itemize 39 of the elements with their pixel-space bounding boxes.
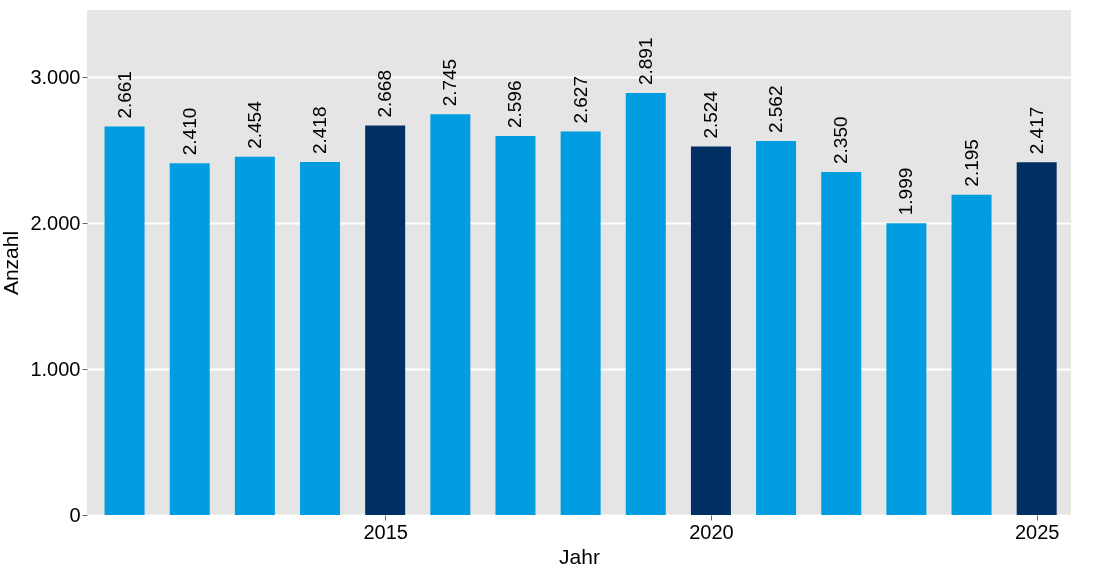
bar [625, 93, 666, 515]
bar [951, 194, 992, 515]
y-tick-label: 1.000 [30, 357, 81, 380]
data-label: 2.350 [830, 116, 852, 165]
bar [1016, 162, 1057, 515]
bar [169, 163, 210, 515]
x-tick-label: 2015 [363, 520, 408, 543]
bar [365, 125, 406, 515]
x-tick-label: 2025 [1014, 520, 1060, 543]
bar [495, 136, 536, 515]
data-label: 2.661 [113, 71, 135, 119]
data-label: 2.410 [178, 107, 200, 156]
y-tick-label: 0 [69, 503, 81, 526]
x-tick-label: 2020 [689, 520, 734, 543]
bar [690, 146, 731, 515]
data-label: 2.891 [634, 37, 656, 86]
data-label: 1.999 [895, 167, 917, 216]
data-label: 2.627 [569, 76, 591, 124]
bar [430, 114, 471, 515]
bar [756, 141, 797, 515]
y-tick-label: 2.000 [30, 211, 81, 234]
y-tick-label: 3.000 [30, 65, 81, 88]
data-label: 2.668 [374, 70, 396, 118]
y-axis-title: Anzahl [0, 230, 23, 296]
bar [886, 223, 927, 515]
bar [300, 162, 341, 515]
data-label: 2.418 [309, 106, 331, 155]
data-label: 2.562 [765, 85, 787, 134]
bar [560, 131, 601, 515]
bar [104, 126, 145, 515]
data-label: 2.417 [1025, 106, 1047, 155]
x-axis-title: Jahr [559, 544, 600, 568]
data-label: 2.596 [504, 80, 526, 129]
bar [234, 156, 275, 515]
data-label: 2.454 [243, 100, 265, 149]
data-label: 2.195 [960, 139, 982, 187]
data-label: 2.524 [699, 90, 721, 139]
bar [821, 172, 862, 515]
data-label: 2.745 [439, 58, 461, 107]
